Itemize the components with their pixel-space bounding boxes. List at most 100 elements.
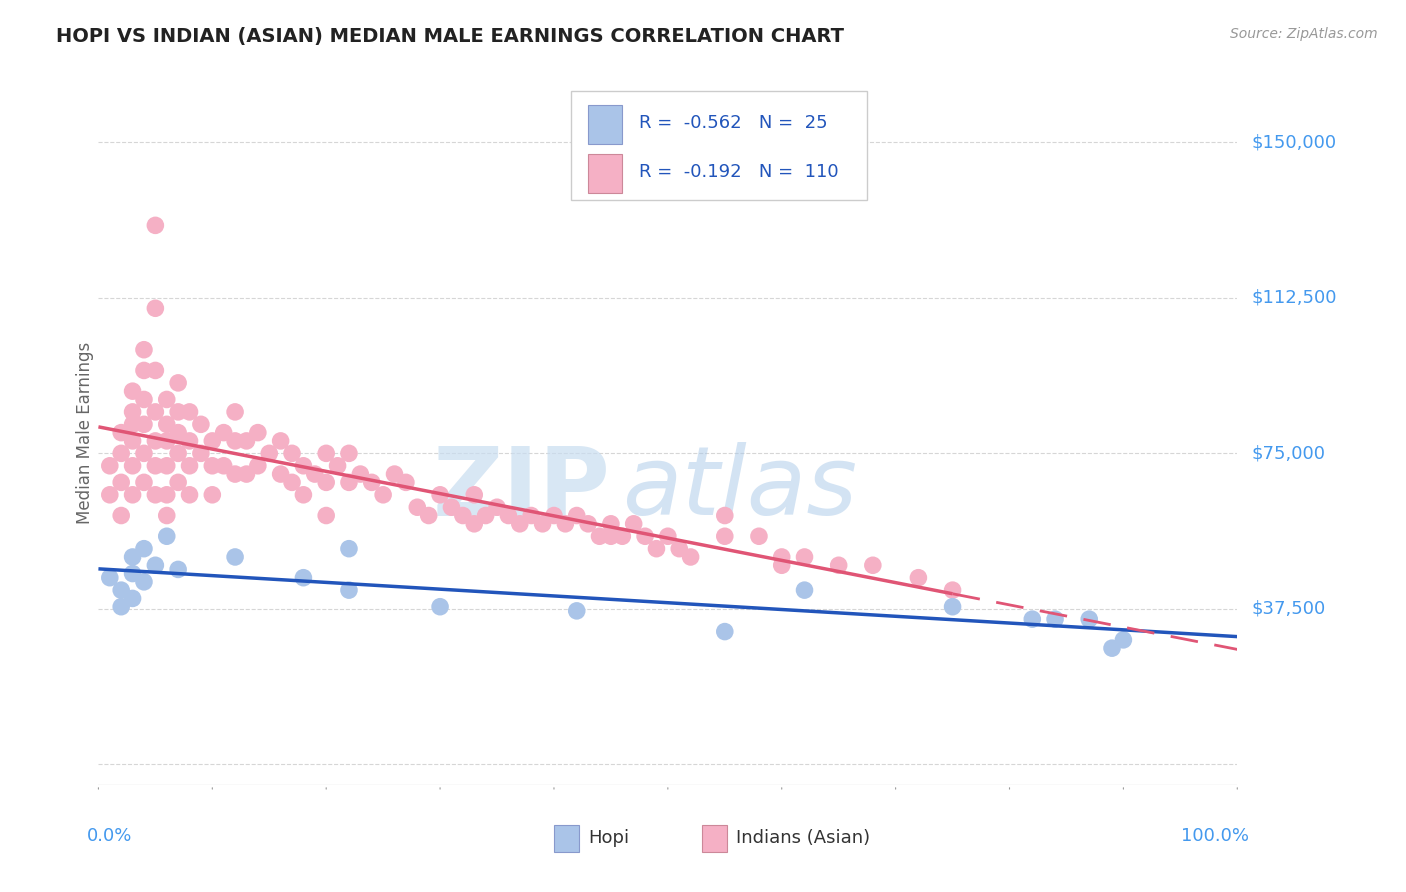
Text: $75,000: $75,000 bbox=[1251, 444, 1326, 462]
Point bbox=[1101, 641, 1123, 656]
Point bbox=[315, 475, 337, 490]
Point bbox=[645, 541, 668, 556]
Text: 100.0%: 100.0% bbox=[1181, 827, 1249, 846]
Point bbox=[132, 343, 155, 357]
Point bbox=[145, 434, 167, 448]
Text: $150,000: $150,000 bbox=[1251, 134, 1336, 152]
Point bbox=[292, 488, 315, 502]
Point bbox=[201, 434, 224, 448]
Point bbox=[576, 516, 599, 531]
Point bbox=[315, 446, 337, 460]
Point bbox=[509, 516, 531, 531]
Point bbox=[156, 529, 179, 543]
Point bbox=[429, 488, 451, 502]
Point bbox=[1043, 612, 1066, 626]
Point bbox=[121, 591, 143, 606]
Point bbox=[714, 624, 737, 639]
Point bbox=[531, 516, 554, 531]
Point bbox=[224, 467, 246, 481]
Point bbox=[600, 516, 623, 531]
Point bbox=[668, 541, 690, 556]
Point bbox=[770, 558, 793, 573]
Point bbox=[110, 425, 132, 440]
Y-axis label: Median Male Earnings: Median Male Earnings bbox=[76, 342, 94, 524]
Point bbox=[498, 508, 520, 523]
Point bbox=[167, 425, 190, 440]
Point bbox=[190, 417, 212, 432]
Point bbox=[793, 549, 815, 564]
Point bbox=[145, 488, 167, 502]
Point bbox=[145, 301, 167, 316]
Point bbox=[246, 458, 269, 473]
Bar bbox=[588, 105, 623, 144]
FancyBboxPatch shape bbox=[571, 91, 868, 200]
Text: Indians (Asian): Indians (Asian) bbox=[737, 829, 870, 847]
Point bbox=[110, 583, 132, 598]
Point bbox=[121, 458, 143, 473]
Point bbox=[474, 508, 496, 523]
Point bbox=[1112, 632, 1135, 647]
Point bbox=[121, 417, 143, 432]
Point bbox=[156, 508, 179, 523]
Point bbox=[565, 604, 588, 618]
Text: $37,500: $37,500 bbox=[1251, 599, 1326, 618]
Point bbox=[406, 500, 429, 515]
Point bbox=[156, 458, 179, 473]
Point bbox=[554, 516, 576, 531]
Bar bbox=[588, 154, 623, 193]
Point bbox=[748, 529, 770, 543]
Point bbox=[634, 529, 657, 543]
Point bbox=[612, 529, 634, 543]
Point bbox=[167, 562, 190, 576]
Point bbox=[304, 467, 326, 481]
Point bbox=[520, 508, 543, 523]
Point bbox=[167, 475, 190, 490]
Point bbox=[281, 446, 304, 460]
Point bbox=[942, 599, 965, 614]
Point bbox=[235, 467, 257, 481]
Point bbox=[132, 475, 155, 490]
Point bbox=[98, 571, 121, 585]
Point bbox=[156, 392, 179, 407]
Point bbox=[132, 574, 155, 589]
Point bbox=[132, 363, 155, 377]
Point bbox=[132, 417, 155, 432]
Point bbox=[156, 417, 179, 432]
Point bbox=[657, 529, 679, 543]
Point bbox=[190, 446, 212, 460]
Point bbox=[326, 458, 349, 473]
Point bbox=[440, 500, 463, 515]
Point bbox=[942, 583, 965, 598]
Text: atlas: atlas bbox=[623, 442, 858, 535]
Point bbox=[828, 558, 851, 573]
Point bbox=[862, 558, 884, 573]
Point bbox=[543, 508, 565, 523]
Point bbox=[270, 467, 292, 481]
Point bbox=[145, 405, 167, 419]
Point bbox=[156, 434, 179, 448]
Point bbox=[201, 488, 224, 502]
Point bbox=[212, 425, 235, 440]
Point bbox=[395, 475, 418, 490]
Point bbox=[235, 434, 257, 448]
Point bbox=[110, 508, 132, 523]
Text: $112,500: $112,500 bbox=[1251, 289, 1337, 307]
Point bbox=[337, 475, 360, 490]
Point bbox=[349, 467, 371, 481]
Point bbox=[179, 405, 201, 419]
Point bbox=[588, 529, 610, 543]
Point bbox=[793, 583, 815, 598]
Point bbox=[121, 549, 143, 564]
Point bbox=[281, 475, 304, 490]
Point bbox=[907, 571, 929, 585]
Point bbox=[201, 458, 224, 473]
Point bbox=[110, 599, 132, 614]
Point bbox=[156, 488, 179, 502]
Point bbox=[360, 475, 382, 490]
Point bbox=[145, 219, 167, 233]
Point bbox=[1021, 612, 1043, 626]
Point bbox=[679, 549, 702, 564]
Point bbox=[167, 405, 190, 419]
Text: R =  -0.192   N =  110: R = -0.192 N = 110 bbox=[640, 163, 839, 181]
Point bbox=[451, 508, 474, 523]
